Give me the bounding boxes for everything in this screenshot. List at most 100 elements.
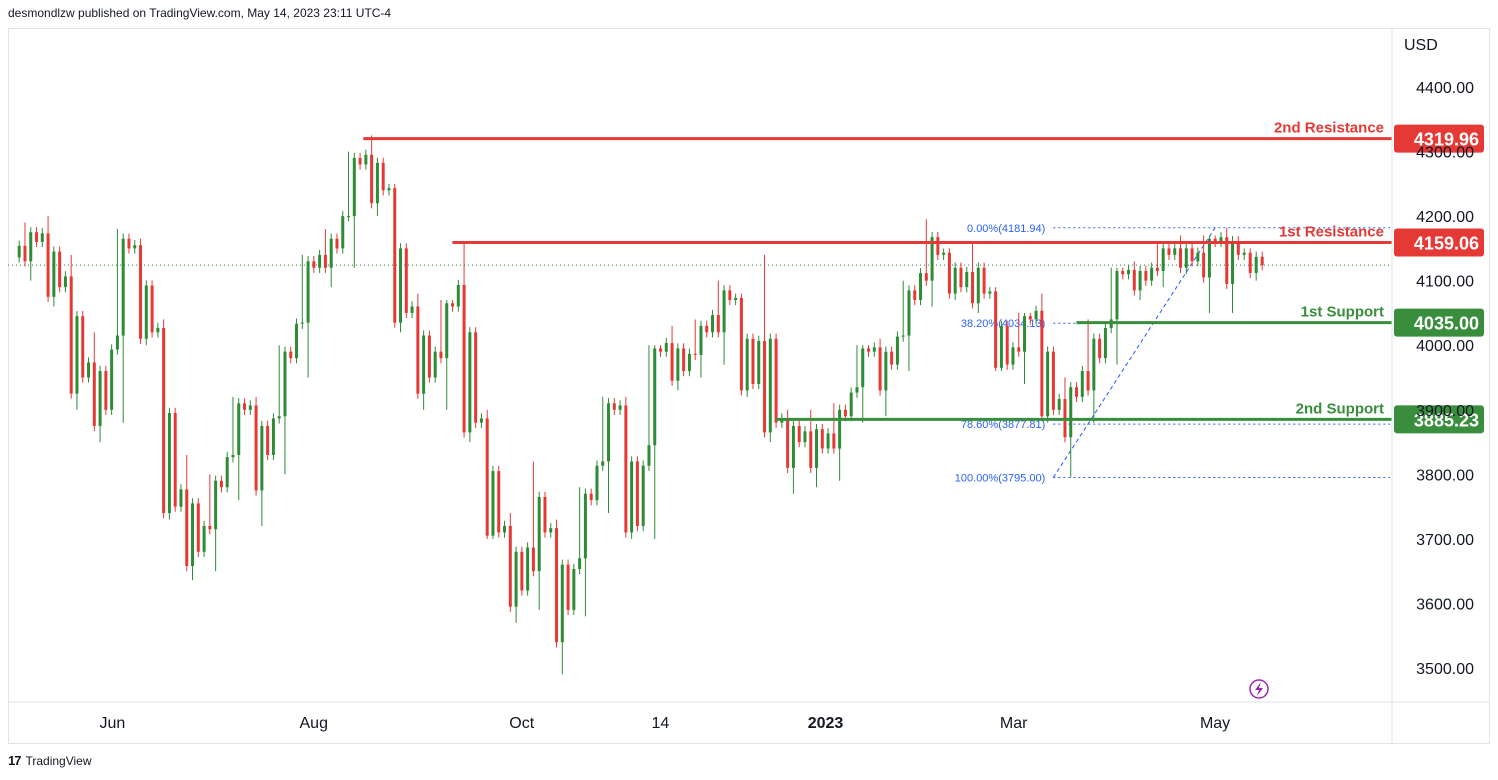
candle-body — [716, 315, 720, 333]
level-price-tag — [1394, 124, 1484, 153]
candle-body — [144, 285, 148, 339]
candle-body — [757, 340, 761, 384]
level-price-tag — [1394, 308, 1484, 337]
candle-body — [1017, 347, 1021, 352]
candle-body — [1150, 267, 1154, 281]
candle-body — [612, 403, 616, 410]
candle-body — [497, 471, 501, 533]
candle-body — [1040, 310, 1044, 417]
candle-body — [433, 351, 437, 378]
level-name: 2nd Resistance — [1274, 120, 1384, 137]
candle-body — [370, 154, 374, 204]
candle-body — [809, 431, 813, 468]
candle-body — [167, 413, 171, 514]
candle-body — [1138, 270, 1142, 291]
candle-body — [768, 338, 772, 433]
candle-body — [98, 371, 102, 426]
candle-body — [607, 403, 611, 462]
fib-trend-line — [1052, 227, 1216, 478]
chart-frame — [8, 28, 1490, 744]
candle-body — [306, 261, 310, 323]
level-name: 1st Resistance — [1279, 224, 1384, 241]
candle-body — [248, 405, 252, 410]
candle-body — [289, 351, 293, 359]
candle-body — [751, 338, 755, 384]
candle-body — [838, 409, 842, 449]
candle-body — [578, 558, 582, 570]
candle-body — [87, 362, 91, 378]
candle-body — [1207, 238, 1211, 278]
candle-body — [1167, 248, 1171, 255]
candle-body — [919, 273, 923, 301]
y-tick-label: 3600.00 — [1416, 596, 1474, 613]
candle-body — [1023, 316, 1027, 352]
candle-body — [705, 325, 709, 333]
candle-body — [393, 188, 397, 323]
fib-level-label: 100.00%(3795.00) — [955, 473, 1046, 485]
candle-body — [572, 569, 576, 610]
candle-body — [965, 272, 969, 288]
candle-body — [445, 303, 449, 359]
candle-body — [29, 232, 33, 262]
candle-body — [318, 254, 322, 268]
candle-body — [786, 418, 790, 468]
candle-body — [1028, 316, 1032, 320]
candle-body — [1092, 338, 1096, 391]
candle-body — [1080, 371, 1084, 397]
candle-body — [543, 496, 547, 533]
candle-body — [936, 237, 940, 255]
candle-body — [399, 248, 403, 323]
candle-body — [1190, 248, 1194, 262]
y-tick-label: 3500.00 — [1416, 661, 1474, 678]
candle-body — [1127, 269, 1131, 275]
candle-body — [219, 480, 223, 488]
bolt-circle — [1249, 679, 1269, 699]
candle-body — [670, 343, 674, 381]
candles — [17, 135, 1264, 675]
candle-body — [999, 325, 1003, 368]
candle-body — [121, 238, 125, 336]
candle-body — [139, 245, 143, 339]
candle-body — [647, 445, 651, 466]
y-tick-label: 4100.00 — [1416, 274, 1474, 291]
candle-body — [110, 349, 114, 410]
candle-body — [942, 252, 946, 255]
candle-body — [849, 392, 853, 417]
fibonacci-retracement[interactable]: 0.00%(4181.94) 38.20%(4034.13) 78.60%(3877… — [955, 223, 1390, 485]
candle-body — [1254, 256, 1258, 273]
candle-body — [225, 457, 229, 488]
candle-body — [179, 489, 183, 507]
y-tick-label: 4300.00 — [1416, 145, 1474, 162]
candle-body — [549, 528, 553, 533]
candle-body — [659, 348, 663, 352]
candle-body — [283, 351, 287, 417]
candle-body — [312, 261, 316, 268]
candle-body — [115, 335, 119, 350]
candle-body — [196, 503, 200, 552]
candle-body — [589, 493, 593, 501]
support-resistance-levels[interactable]: 2nd Resistance 4319.96 1st Resistance 4159.… — [363, 120, 1484, 434]
candle-body — [266, 425, 270, 455]
candle-body — [1132, 269, 1136, 291]
candle-body — [791, 425, 795, 468]
candle-body — [982, 267, 986, 294]
candle-body — [560, 564, 564, 643]
candle-body — [566, 564, 570, 610]
candle-body — [410, 306, 414, 313]
candle-body — [959, 267, 963, 288]
candle-body — [699, 325, 703, 355]
candle-body — [1115, 270, 1119, 320]
level-price-value: 4319.96 — [1414, 130, 1479, 150]
candle-body — [462, 284, 466, 433]
candle-body — [630, 461, 634, 533]
candle-body — [901, 335, 905, 337]
candle-body — [237, 403, 241, 455]
candle-body — [416, 306, 420, 394]
candle-body — [202, 525, 206, 552]
candle-body — [456, 284, 460, 307]
candle-body — [427, 335, 431, 378]
candle-body — [35, 232, 39, 242]
candle-body — [884, 351, 888, 391]
candle-body — [364, 154, 368, 165]
